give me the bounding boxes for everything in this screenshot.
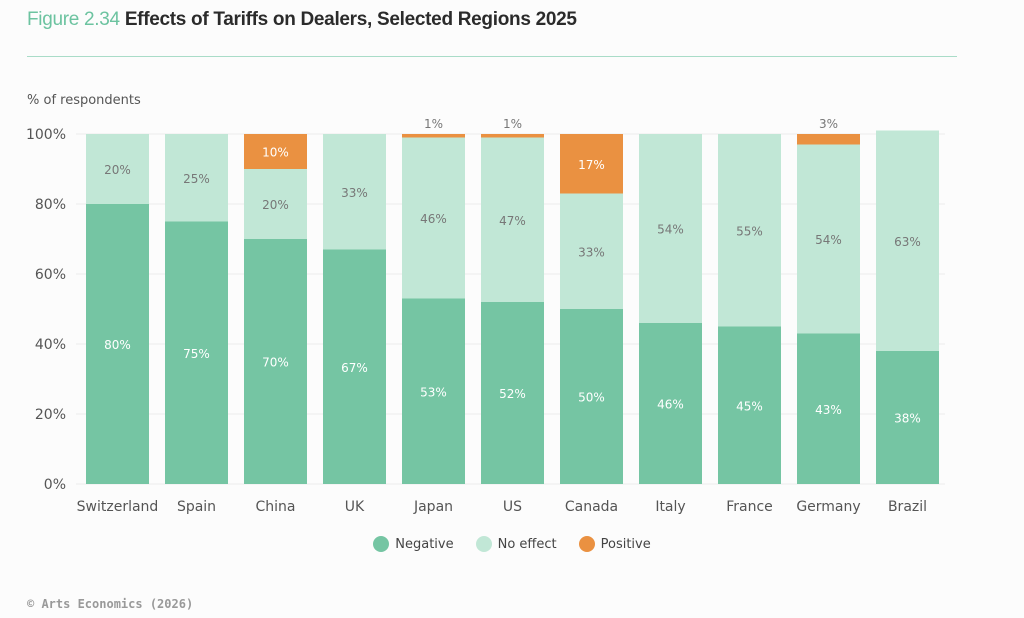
x-tick-label: Brazil xyxy=(888,499,927,515)
data-label: 47% xyxy=(499,214,526,228)
data-label: 53% xyxy=(420,385,447,399)
y-tick-label: 0% xyxy=(44,477,66,493)
bar-segment-no-effect xyxy=(797,144,860,334)
bar-segment-negative xyxy=(718,326,781,484)
bar-segment-negative xyxy=(797,333,860,484)
legend-item: No effect xyxy=(475,536,557,552)
bar-segment-no-effect xyxy=(86,134,149,204)
legend-label: Negative xyxy=(395,536,454,552)
data-label: 33% xyxy=(341,186,368,200)
data-label: 10% xyxy=(262,146,289,160)
bar-segment-positive xyxy=(797,134,860,145)
bar-segment-no-effect xyxy=(481,137,544,302)
x-tick-label: China xyxy=(256,499,296,515)
bar-segment-negative xyxy=(86,204,149,484)
data-label: 55% xyxy=(736,224,763,238)
bar-segment-negative xyxy=(639,323,702,484)
legend-swatch xyxy=(373,536,390,552)
data-label: 33% xyxy=(578,245,605,259)
data-label: 25% xyxy=(183,172,210,186)
data-label: 80% xyxy=(104,338,131,352)
data-label: 20% xyxy=(104,163,131,177)
y-tick-label: 100% xyxy=(26,127,66,143)
bar-segment-negative xyxy=(323,249,386,484)
data-label: 20% xyxy=(262,198,289,212)
y-tick-label: 60% xyxy=(35,267,66,283)
x-tick-label: France xyxy=(726,499,773,515)
x-tick-label: Germany xyxy=(796,499,860,515)
data-label: 45% xyxy=(736,399,763,413)
data-label: 43% xyxy=(815,403,842,417)
bar-segment-negative xyxy=(244,239,307,484)
data-label: 50% xyxy=(578,391,605,405)
data-label: 52% xyxy=(499,387,526,401)
legend: Negative No effect Positive xyxy=(0,536,1024,552)
x-tick-label: Canada xyxy=(565,499,618,515)
chart-title: Figure 2.34 Effects of Tariffs on Dealer… xyxy=(27,9,577,31)
legend-item: Positive xyxy=(578,536,651,552)
bar-segment-no-effect xyxy=(244,169,307,239)
bar-segment-positive xyxy=(481,134,544,138)
legend-swatch xyxy=(475,536,492,552)
data-label: 54% xyxy=(815,233,842,247)
data-label: 75% xyxy=(183,347,210,361)
data-label: 46% xyxy=(420,212,447,226)
bar-segment-no-effect xyxy=(876,130,939,351)
bar-segment-positive xyxy=(560,134,623,194)
credit: © Arts Economics (2026) xyxy=(27,597,194,611)
title-divider xyxy=(27,56,957,57)
data-label: 3% xyxy=(819,117,838,131)
bar-segment-no-effect xyxy=(560,193,623,309)
x-tick-label: Switzerland xyxy=(77,499,159,515)
x-tick-label: Italy xyxy=(655,499,685,515)
x-tick-label: UK xyxy=(345,499,365,515)
bar-segment-negative xyxy=(402,298,465,484)
data-label: 1% xyxy=(424,117,443,131)
y-axis-label: % of respondents xyxy=(27,93,141,108)
data-label: 67% xyxy=(341,361,368,375)
bar-segment-no-effect xyxy=(639,134,702,323)
bar-segment-negative xyxy=(165,221,228,484)
bar-segment-no-effect xyxy=(165,134,228,222)
data-label: 1% xyxy=(503,117,522,131)
bar-segment-positive xyxy=(244,134,307,169)
figure-label: Figure 2.34 xyxy=(27,9,120,30)
data-label: 46% xyxy=(657,398,684,412)
y-tick-label: 20% xyxy=(35,407,66,423)
x-tick-label: Spain xyxy=(177,499,216,515)
y-tick-label: 80% xyxy=(35,197,66,213)
bar-segment-positive xyxy=(402,134,465,138)
title-text: Effects of Tariffs on Dealers, Selected … xyxy=(124,9,577,30)
legend-label: Positive xyxy=(600,536,651,552)
legend-label: No effect xyxy=(497,536,557,552)
data-label: 54% xyxy=(657,223,684,237)
x-tick-label: US xyxy=(503,499,522,515)
y-tick-label: 40% xyxy=(35,337,66,353)
data-label: 38% xyxy=(894,412,921,426)
legend-item: Negative xyxy=(373,536,454,552)
bar-segment-negative xyxy=(560,309,623,484)
bar-segment-negative xyxy=(481,302,544,484)
bar-segment-no-effect xyxy=(402,137,465,299)
bar-segment-negative xyxy=(876,351,939,484)
x-tick-label: Japan xyxy=(413,499,453,515)
bar-segment-no-effect xyxy=(323,134,386,250)
legend-swatch xyxy=(578,536,595,552)
data-label: 63% xyxy=(894,235,921,249)
data-label: 70% xyxy=(262,356,289,370)
bar-segment-no-effect xyxy=(718,134,781,327)
data-label: 17% xyxy=(578,158,605,172)
